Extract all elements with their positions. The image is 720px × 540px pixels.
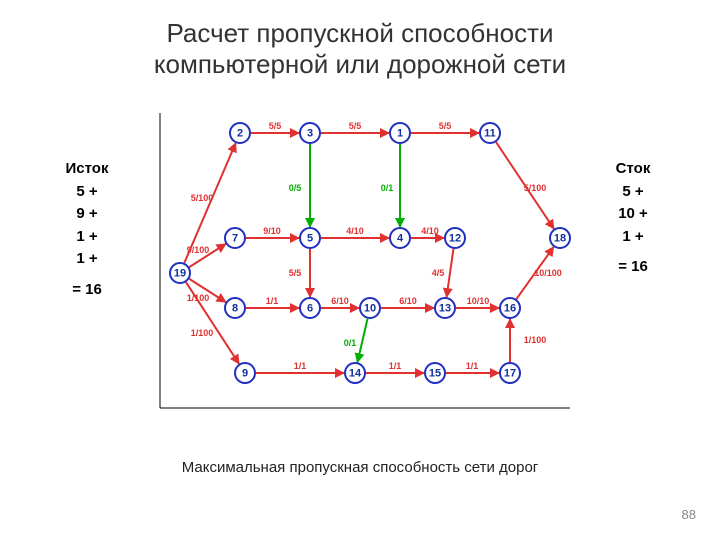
- edge-label: 6/10: [399, 296, 417, 306]
- source-line: 1 +: [42, 248, 132, 271]
- graph-node-label: 11: [484, 128, 496, 140]
- graph-node-label: 12: [449, 233, 461, 245]
- sink-total: = 16: [588, 256, 678, 279]
- graph-node-label: 16: [504, 303, 516, 315]
- edge-label: 1/100: [524, 335, 547, 345]
- graph-caption: Максимальная пропускная способность сети…: [0, 459, 720, 476]
- graph-node-label: 17: [504, 368, 516, 380]
- graph-node-label: 10: [364, 303, 376, 315]
- edge-label: 4/10: [346, 226, 364, 236]
- graph-node-label: 6: [307, 303, 313, 315]
- edge-label: 1/1: [389, 361, 402, 371]
- graph-node-label: 13: [439, 303, 451, 315]
- edge-label: 5/5: [269, 121, 282, 131]
- edge: [447, 249, 454, 297]
- edge-label: 9/10: [263, 226, 281, 236]
- page-title: Расчет пропускной способности компьютерн…: [0, 18, 720, 80]
- title-line1: Расчет пропускной способности: [166, 18, 553, 48]
- source-line: 5 +: [42, 181, 132, 204]
- graph-node-label: 3: [307, 128, 313, 140]
- edge-label: 9/100: [187, 245, 210, 255]
- edge-label: 0/1: [344, 338, 357, 348]
- graph-node-label: 7: [232, 233, 238, 245]
- source-total: = 16: [42, 279, 132, 302]
- edge-label: 1/100: [191, 328, 214, 338]
- network-graph: 5/100 5/5 5/5 5/5 5/100 0/5 0/1 9/100 9/10 4/10 4/…: [140, 108, 580, 428]
- edge-label: 5/5: [289, 268, 302, 278]
- graph-node-label: 19: [174, 268, 186, 280]
- source-line: 9 +: [42, 203, 132, 226]
- edge-label: 1/1: [466, 361, 479, 371]
- graph-node-label: 9: [242, 368, 248, 380]
- edge-label: 6/10: [331, 296, 349, 306]
- source-line: 1 +: [42, 226, 132, 249]
- edge-label: 10/10: [467, 296, 490, 306]
- graph-node-label: 1: [397, 128, 403, 140]
- edge-label: 5/5: [349, 121, 362, 131]
- graph-node-label: 5: [307, 233, 313, 245]
- edge-label: 10/100: [534, 268, 562, 278]
- graph-node-label: 8: [232, 303, 238, 315]
- graph-node-label: 18: [554, 233, 566, 245]
- edge-label: 0/1: [381, 183, 394, 193]
- source-heading: Исток: [42, 158, 132, 181]
- page-number: 88: [682, 507, 696, 522]
- graph-node-label: 2: [237, 128, 243, 140]
- sink-line: 10 +: [588, 203, 678, 226]
- graph-node-label: 15: [429, 368, 441, 380]
- sink-line: 5 +: [588, 181, 678, 204]
- edge-label: 5/5: [439, 121, 452, 131]
- edge-label: 1/1: [266, 296, 279, 306]
- edge-label: 4/5: [432, 268, 445, 278]
- edge-label: 4/10: [421, 226, 439, 236]
- source-column: Исток 5 + 9 + 1 + 1 + = 16: [42, 158, 132, 301]
- sink-column: Сток 5 + 10 + 1 + = 16: [588, 158, 678, 279]
- edge-label: 5/100: [191, 193, 214, 203]
- edge-label: 5/100: [524, 183, 547, 193]
- edge-label: 0/5: [289, 183, 302, 193]
- graph-node-label: 14: [349, 368, 362, 380]
- sink-heading: Сток: [588, 158, 678, 181]
- edge: [357, 319, 367, 363]
- graph-node-label: 4: [397, 233, 404, 245]
- edge-label: 1/1: [294, 361, 307, 371]
- title-line2: компьютерной или дорожной сети: [154, 49, 566, 79]
- sink-line: 1 +: [588, 226, 678, 249]
